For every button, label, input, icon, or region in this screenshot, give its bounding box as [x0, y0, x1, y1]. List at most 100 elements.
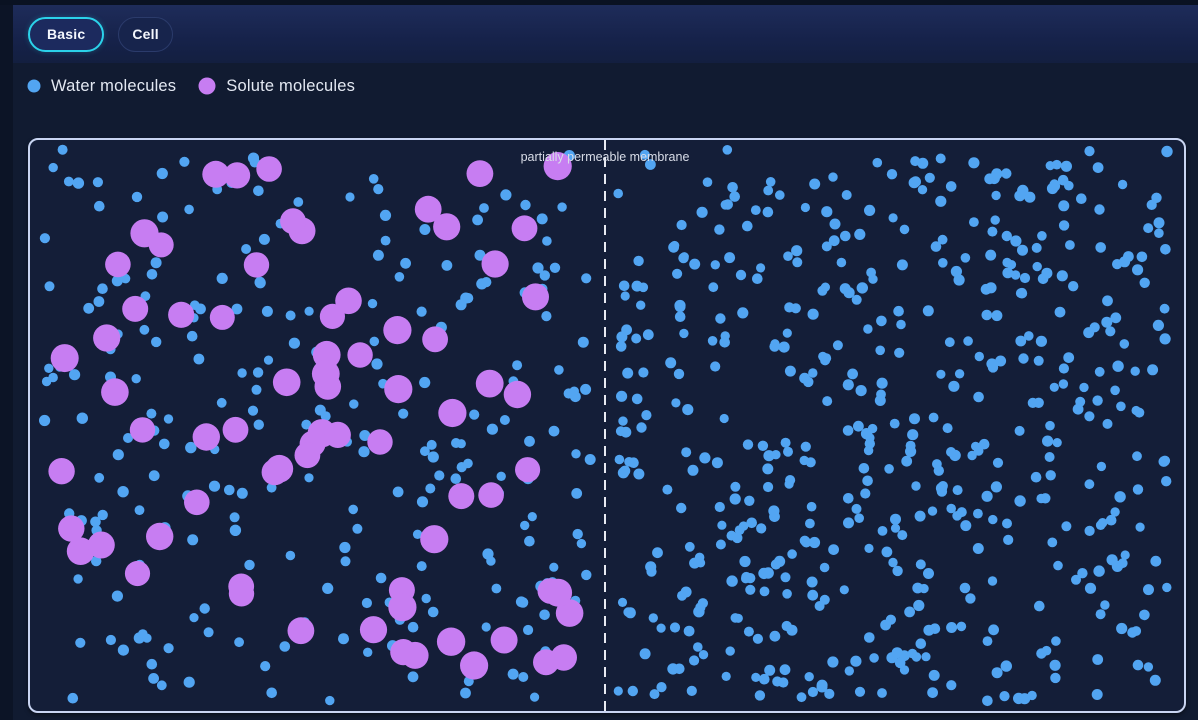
water-particle — [472, 214, 483, 226]
water-particle — [1068, 281, 1079, 292]
water-particle — [577, 336, 589, 348]
water-particle — [615, 341, 627, 352]
water-particle — [1159, 303, 1170, 314]
water-particle — [999, 691, 1010, 702]
water-particle — [617, 597, 628, 607]
tab-basic[interactable]: Basic — [28, 16, 105, 52]
water-particle — [946, 622, 958, 633]
water-particle — [372, 249, 384, 261]
water-particle — [799, 455, 809, 466]
water-particle — [1002, 257, 1012, 268]
water-particle — [208, 480, 221, 492]
water-particle — [258, 233, 270, 245]
water-particle — [779, 664, 791, 676]
water-particle — [725, 646, 735, 656]
water-particle — [322, 582, 334, 594]
tab-cell[interactable]: Cell — [118, 16, 173, 52]
water-particle — [456, 439, 466, 449]
water-particle — [954, 369, 965, 379]
water-particle — [682, 404, 694, 416]
water-particle — [769, 341, 780, 352]
water-particle — [1084, 146, 1095, 157]
water-particle — [496, 471, 506, 481]
water-particle — [684, 541, 695, 552]
legend-item-water: Water molecules — [27, 77, 176, 96]
water-particle — [741, 571, 752, 583]
solute-particle — [105, 251, 131, 278]
water-particle — [1105, 514, 1117, 526]
water-particle — [156, 167, 168, 180]
water-particle — [935, 195, 947, 207]
water-particle — [927, 687, 938, 698]
water-particle — [875, 345, 885, 356]
water-particle — [698, 650, 709, 660]
water-particle — [398, 408, 409, 419]
water-particle — [1052, 159, 1062, 170]
water-particle — [48, 162, 58, 173]
water-particle — [1110, 385, 1120, 396]
water-particle — [842, 379, 854, 391]
water-particle — [199, 603, 210, 614]
water-particle — [960, 520, 972, 532]
water-particle — [1072, 403, 1084, 415]
water-particle — [841, 190, 852, 200]
water-particle — [1076, 193, 1087, 204]
water-particle — [1101, 316, 1113, 328]
water-particle — [39, 414, 51, 427]
water-particle — [338, 633, 349, 645]
water-particle — [1084, 411, 1095, 422]
water-particle — [893, 305, 904, 317]
water-particle — [678, 252, 689, 264]
water-particle — [285, 310, 296, 321]
solute-particle — [224, 162, 251, 189]
water-particle — [821, 206, 833, 218]
water-particle — [652, 547, 663, 559]
water-particle — [1112, 259, 1123, 270]
solute-particle — [101, 378, 129, 406]
water-particle — [783, 446, 793, 457]
water-particle — [549, 562, 559, 572]
water-particle — [463, 458, 473, 469]
water-particle — [938, 258, 948, 268]
solute-particle — [503, 380, 532, 409]
water-particle — [1119, 339, 1130, 349]
solute-particle — [324, 421, 351, 448]
solute-particle — [48, 458, 75, 485]
solute-particle — [66, 537, 95, 565]
water-particle — [67, 692, 79, 704]
solute-particle — [168, 301, 195, 328]
water-particle — [742, 220, 753, 232]
water-particle — [800, 202, 811, 213]
water-particle — [261, 305, 273, 317]
solute-particle — [420, 525, 449, 554]
water-particle — [842, 425, 854, 436]
water-particle — [952, 485, 963, 496]
water-particle — [872, 157, 883, 168]
solute-particle — [58, 515, 85, 542]
water-particle — [427, 451, 439, 463]
water-particle — [633, 468, 645, 480]
water-particle — [224, 484, 235, 496]
solute-particle — [438, 398, 467, 428]
solute-particle — [261, 459, 288, 486]
water-particle — [301, 419, 312, 430]
water-particle — [613, 686, 623, 696]
water-particle — [39, 233, 50, 244]
water-particle — [914, 510, 926, 522]
solute-particle — [202, 160, 230, 188]
water-particle — [708, 282, 719, 293]
water-particle — [352, 523, 363, 534]
water-particle — [683, 625, 695, 637]
water-particle — [474, 249, 486, 261]
water-particle — [1106, 554, 1118, 566]
water-particle — [874, 395, 886, 406]
water-particle — [824, 688, 835, 700]
solute-particle — [256, 156, 282, 182]
water-particle — [828, 235, 840, 247]
water-particle — [371, 358, 383, 370]
water-particle — [782, 589, 792, 599]
water-particle — [1047, 537, 1058, 548]
water-particle — [48, 372, 58, 383]
water-particle — [639, 149, 650, 160]
